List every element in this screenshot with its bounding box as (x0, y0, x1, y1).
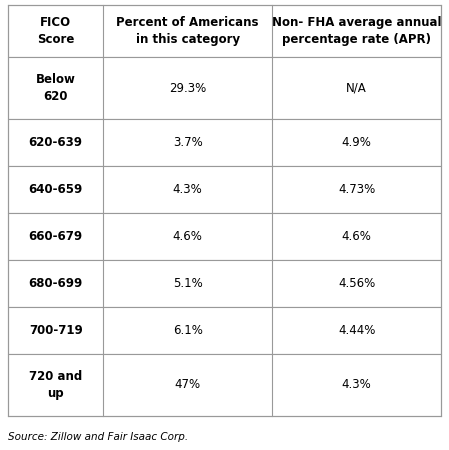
Text: 29.3%: 29.3% (169, 81, 207, 94)
Text: 640-659: 640-659 (28, 183, 83, 196)
Bar (8, 260, 441, 307)
Text: 47%: 47% (175, 378, 201, 392)
Text: Source: Zillow and Fair Isaac Corp.: Source: Zillow and Fair Isaac Corp. (8, 432, 188, 442)
Text: Non- FHA average annual
percentage rate (APR): Non- FHA average annual percentage rate … (272, 16, 441, 46)
Text: 4.9%: 4.9% (342, 136, 371, 149)
Text: 4.3%: 4.3% (342, 378, 371, 392)
Bar (8, 166, 441, 213)
Text: 5.1%: 5.1% (173, 277, 202, 290)
Text: 720 and
up: 720 and up (29, 370, 82, 400)
Bar (8, 354, 441, 416)
Text: 4.6%: 4.6% (173, 230, 202, 243)
Text: 4.6%: 4.6% (342, 230, 371, 243)
Text: 4.73%: 4.73% (338, 183, 375, 196)
Text: 6.1%: 6.1% (173, 324, 202, 337)
Bar (8, 307, 441, 354)
Text: Below
620: Below 620 (35, 73, 75, 103)
Bar (8, 57, 441, 119)
Text: FICO
Score: FICO Score (37, 16, 75, 46)
Text: 4.3%: 4.3% (173, 183, 202, 196)
Text: 680-699: 680-699 (28, 277, 83, 290)
Text: 660-679: 660-679 (29, 230, 83, 243)
Bar (8, 119, 441, 166)
Text: 700-719: 700-719 (29, 324, 83, 337)
Bar (8, 5, 441, 57)
Text: 620-639: 620-639 (29, 136, 83, 149)
Text: 4.56%: 4.56% (338, 277, 375, 290)
Text: 3.7%: 3.7% (173, 136, 202, 149)
Text: N/A: N/A (346, 81, 367, 94)
Text: Percent of Americans
in this category: Percent of Americans in this category (116, 16, 259, 46)
Bar (8, 213, 441, 260)
Text: 4.44%: 4.44% (338, 324, 375, 337)
